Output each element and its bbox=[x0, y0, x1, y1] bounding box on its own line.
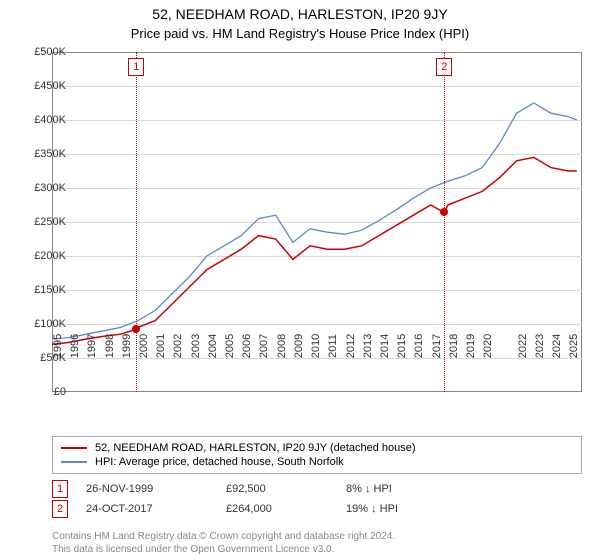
xtick-label: 1998 bbox=[104, 334, 116, 358]
xtick-label: 2006 bbox=[241, 334, 253, 358]
xtick-label: 2005 bbox=[224, 334, 236, 358]
legend-item: 52, NEEDHAM ROAD, HARLESTON, IP20 9JY (d… bbox=[61, 441, 573, 455]
xtick-label: 2002 bbox=[172, 334, 184, 358]
xtick-label: 2016 bbox=[413, 334, 425, 358]
xtick-label: 2012 bbox=[345, 334, 357, 358]
xtick-label: 2020 bbox=[482, 334, 494, 358]
ytick-label: £200K bbox=[34, 250, 66, 262]
sale-row-badge: 1 bbox=[52, 480, 68, 498]
xtick-label: 2007 bbox=[258, 334, 270, 358]
xtick-label: 2022 bbox=[517, 334, 529, 358]
legend-swatch bbox=[61, 461, 87, 463]
xtick-label: 2015 bbox=[396, 334, 408, 358]
xtick-label: 2025 bbox=[568, 334, 580, 358]
xtick-label: 2018 bbox=[448, 334, 460, 358]
legend-label: 52, NEEDHAM ROAD, HARLESTON, IP20 9JY (d… bbox=[95, 442, 416, 454]
sale-marker-badge: 1 bbox=[128, 58, 144, 76]
xtick-label: 2000 bbox=[138, 334, 150, 358]
ytick-label: £450K bbox=[34, 80, 66, 92]
sale-diff: 19% ↓ HPI bbox=[346, 503, 398, 515]
ytick-label: £150K bbox=[34, 284, 66, 296]
series-hpi bbox=[52, 103, 577, 339]
xtick-label: 2001 bbox=[155, 334, 167, 358]
legend-item: HPI: Average price, detached house, Sout… bbox=[61, 455, 573, 469]
sale-marker-line bbox=[444, 52, 445, 392]
xtick-label: 2010 bbox=[310, 334, 322, 358]
sale-diff: 8% ↓ HPI bbox=[346, 483, 392, 495]
series-property bbox=[52, 157, 577, 344]
xtick-label: 2004 bbox=[207, 334, 219, 358]
sale-dot bbox=[132, 325, 140, 333]
xtick-label: 1995 bbox=[52, 334, 64, 358]
xtick-label: 2011 bbox=[327, 334, 339, 358]
xtick-label: 2024 bbox=[551, 334, 563, 358]
page-container: 52, NEEDHAM ROAD, HARLESTON, IP20 9JY Pr… bbox=[0, 0, 600, 560]
sale-marker-badge: 2 bbox=[436, 58, 452, 76]
xtick-label: 2019 bbox=[465, 334, 477, 358]
legend: 52, NEEDHAM ROAD, HARLESTON, IP20 9JY (d… bbox=[52, 436, 582, 474]
sale-row-badge: 2 bbox=[52, 500, 68, 518]
footer-line-2: This data is licensed under the Open Gov… bbox=[52, 543, 395, 556]
footer: Contains HM Land Registry data © Crown c… bbox=[52, 530, 395, 556]
xtick-label: 2017 bbox=[431, 334, 443, 358]
xtick-label: 2009 bbox=[293, 334, 305, 358]
ytick-label: £250K bbox=[34, 216, 66, 228]
sale-price: £92,500 bbox=[226, 483, 346, 495]
xtick-label: 2014 bbox=[379, 334, 391, 358]
xtick-label: 2013 bbox=[362, 334, 374, 358]
page-title: 52, NEEDHAM ROAD, HARLESTON, IP20 9JY bbox=[0, 0, 600, 22]
ytick-label: £0 bbox=[54, 386, 66, 398]
xtick-label: 2003 bbox=[190, 334, 202, 358]
ytick-label: £100K bbox=[34, 318, 66, 330]
legend-swatch bbox=[61, 447, 87, 449]
legend-label: HPI: Average price, detached house, Sout… bbox=[95, 456, 344, 468]
sale-row: 1 26-NOV-1999£92,5008% ↓ HPI bbox=[52, 480, 392, 498]
ytick-label: £350K bbox=[34, 148, 66, 160]
footer-line-1: Contains HM Land Registry data © Crown c… bbox=[52, 530, 395, 543]
ytick-label: £300K bbox=[34, 182, 66, 194]
xtick-label: 2023 bbox=[534, 334, 546, 358]
sale-date: 26-NOV-1999 bbox=[86, 483, 226, 495]
ytick-label: £400K bbox=[34, 114, 66, 126]
sale-dot bbox=[440, 208, 448, 216]
page-subtitle: Price paid vs. HM Land Registry's House … bbox=[0, 22, 600, 47]
xtick-label: 1997 bbox=[86, 334, 98, 358]
xtick-label: 2008 bbox=[276, 334, 288, 358]
sale-row: 2 24-OCT-2017£264,00019% ↓ HPI bbox=[52, 500, 398, 518]
sale-date: 24-OCT-2017 bbox=[86, 503, 226, 515]
xtick-label: 1996 bbox=[69, 334, 81, 358]
ytick-label: £500K bbox=[34, 46, 66, 58]
sale-price: £264,000 bbox=[226, 503, 346, 515]
xtick-label: 1999 bbox=[121, 334, 133, 358]
